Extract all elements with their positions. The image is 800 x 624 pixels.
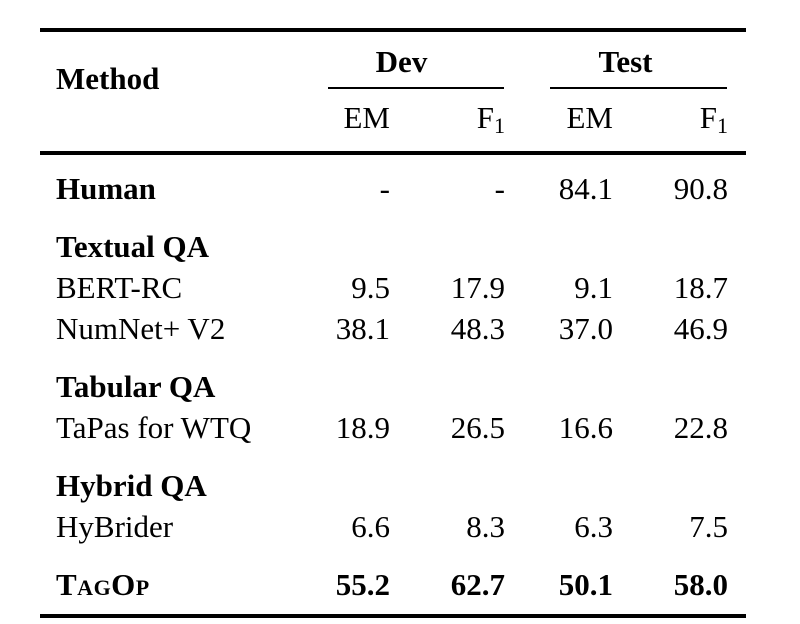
dev-group-rule xyxy=(328,87,504,89)
dev-f1-cell: 48.3 xyxy=(450,311,505,346)
dev-f1-cell: 17.9 xyxy=(450,270,505,305)
section-heading-hybrid-qa: Hybrid QA xyxy=(40,448,746,506)
test-f1-header: F1 xyxy=(699,100,728,138)
test-em-cell: 84.1 xyxy=(558,171,613,206)
table-row-hybrider: HyBrider 6.6 8.3 6.3 7.5 xyxy=(40,506,746,547)
method-cell: TaPas for WTQ xyxy=(56,410,252,445)
test-f1-cell: 58.0 xyxy=(673,567,728,602)
dev-f1-cell: - xyxy=(494,171,505,206)
test-em-cell: 37.0 xyxy=(558,311,613,346)
dev-f1-cell: 62.7 xyxy=(450,567,505,602)
test-group-rule xyxy=(550,87,727,89)
test-f1-cell: 18.7 xyxy=(673,270,728,305)
table-row-tagop: TagOp 55.2 62.7 50.1 58.0 xyxy=(40,547,746,616)
test-em-cell: 9.1 xyxy=(574,270,613,305)
dev-em-cell: 6.6 xyxy=(351,509,390,544)
f1-subscript: 1 xyxy=(717,113,728,138)
test-group-header: Test xyxy=(505,30,746,89)
table-row-bert-rc: BERT-RC 9.5 17.9 9.1 18.7 xyxy=(40,267,746,308)
dev-f1-cell: 8.3 xyxy=(466,509,505,544)
test-f1-cell: 7.5 xyxy=(689,509,728,544)
section-heading-label: Textual QA xyxy=(56,229,210,264)
dev-f1-header: F1 xyxy=(476,100,505,138)
dev-f1-cell: 26.5 xyxy=(450,410,505,445)
dev-em-cell: 38.1 xyxy=(335,311,390,346)
test-f1-cell: 46.9 xyxy=(673,311,728,346)
section-heading-textual-qa: Textual QA xyxy=(40,209,746,267)
test-em-cell: 6.3 xyxy=(574,509,613,544)
method-cell: BERT-RC xyxy=(56,270,183,305)
section-heading-label: Hybrid QA xyxy=(56,468,207,503)
test-f1-cell: 90.8 xyxy=(673,171,728,206)
test-em-cell: 50.1 xyxy=(558,567,613,602)
method-cell: NumNet+ V2 xyxy=(56,311,226,346)
dev-em-header: EM xyxy=(343,100,391,135)
test-em-header: EM xyxy=(566,100,614,135)
method-cell: Human xyxy=(56,171,156,206)
method-cell: HyBrider xyxy=(56,509,174,544)
dev-group-header: Dev xyxy=(298,30,505,89)
test-f1-cell: 22.8 xyxy=(673,410,728,445)
section-heading-label: Tabular QA xyxy=(56,369,216,404)
test-em-cell: 16.6 xyxy=(558,410,613,445)
dev-group-label: Dev xyxy=(375,44,428,79)
section-heading-tabular-qa: Tabular QA xyxy=(40,349,746,407)
dev-em-cell: 18.9 xyxy=(335,410,390,445)
method-column-header: Method xyxy=(56,60,160,96)
test-group-label: Test xyxy=(598,44,653,79)
f1-subscript: 1 xyxy=(494,113,505,138)
dev-em-cell: - xyxy=(379,171,390,206)
table-row-numnet: NumNet+ V2 38.1 48.3 37.0 46.9 xyxy=(40,308,746,349)
method-cell: TagOp xyxy=(56,567,150,602)
table-row-human: Human - - 84.1 90.8 xyxy=(40,153,746,209)
table-body: Human - - 84.1 90.8 Textual QA BERT-RC 9… xyxy=(40,153,746,616)
results-table: Method Dev Test EM F1 EM F1 Human - xyxy=(40,28,746,618)
dev-em-cell: 55.2 xyxy=(335,567,390,602)
subcolumn-header-row: EM F1 EM F1 xyxy=(40,89,746,153)
dev-em-cell: 9.5 xyxy=(351,270,390,305)
table-row-tapas: TaPas for WTQ 18.9 26.5 16.6 22.8 xyxy=(40,407,746,448)
table-header: Method Dev Test EM F1 EM F1 xyxy=(40,30,746,153)
group-header-row: Method Dev Test xyxy=(40,30,746,96)
